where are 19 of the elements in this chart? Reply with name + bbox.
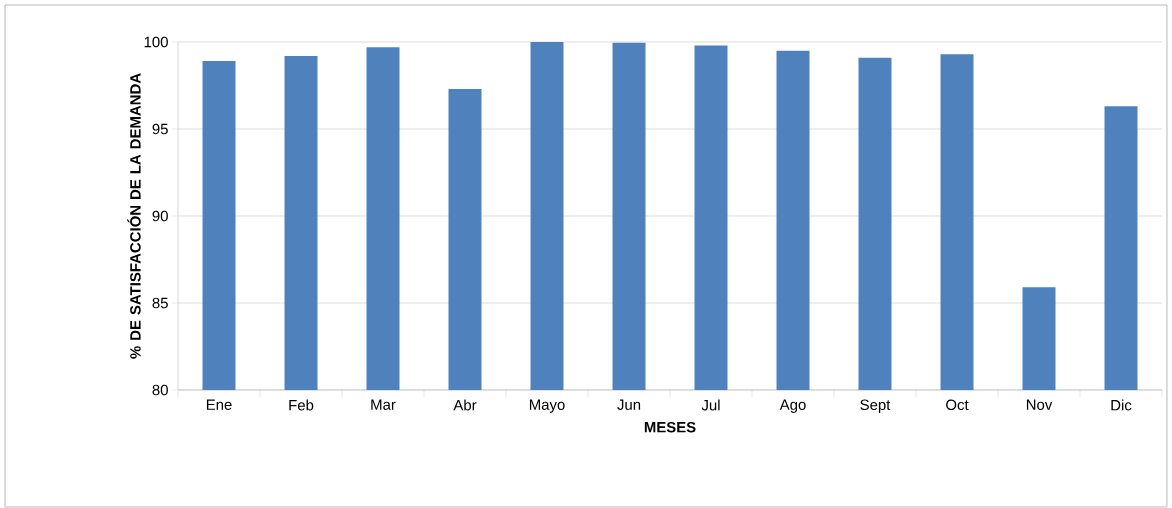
x-axis-title: MESES xyxy=(644,421,696,433)
x-tick-label: Feb xyxy=(289,399,314,411)
x-tick-label: Oct xyxy=(946,399,969,411)
x-tick-label: Jul xyxy=(701,399,720,411)
x-tick-label: Nov xyxy=(1026,399,1053,410)
y-tick-label: 90 xyxy=(152,210,168,222)
y-tick-label: 80 xyxy=(152,384,168,396)
x-tick-label: Ene xyxy=(206,399,232,410)
x-tick-label: Abr xyxy=(453,399,477,411)
x-tick-label: Mar xyxy=(371,399,396,410)
x-tick-label: Ago xyxy=(779,399,806,413)
x-tick-label: Mayo xyxy=(529,399,565,413)
y-tick-label: 85 xyxy=(152,297,168,309)
x-tick-label: Jun xyxy=(617,399,641,410)
y-tick-label: 95 xyxy=(152,123,168,135)
x-tick-label: Sept xyxy=(860,399,891,414)
x-tick-label: Dic xyxy=(1111,399,1132,411)
y-axis-title: % DE SATISFACCIÓN DE LA DEMANDA xyxy=(127,73,141,359)
y-tick-label: 100 xyxy=(144,36,168,48)
